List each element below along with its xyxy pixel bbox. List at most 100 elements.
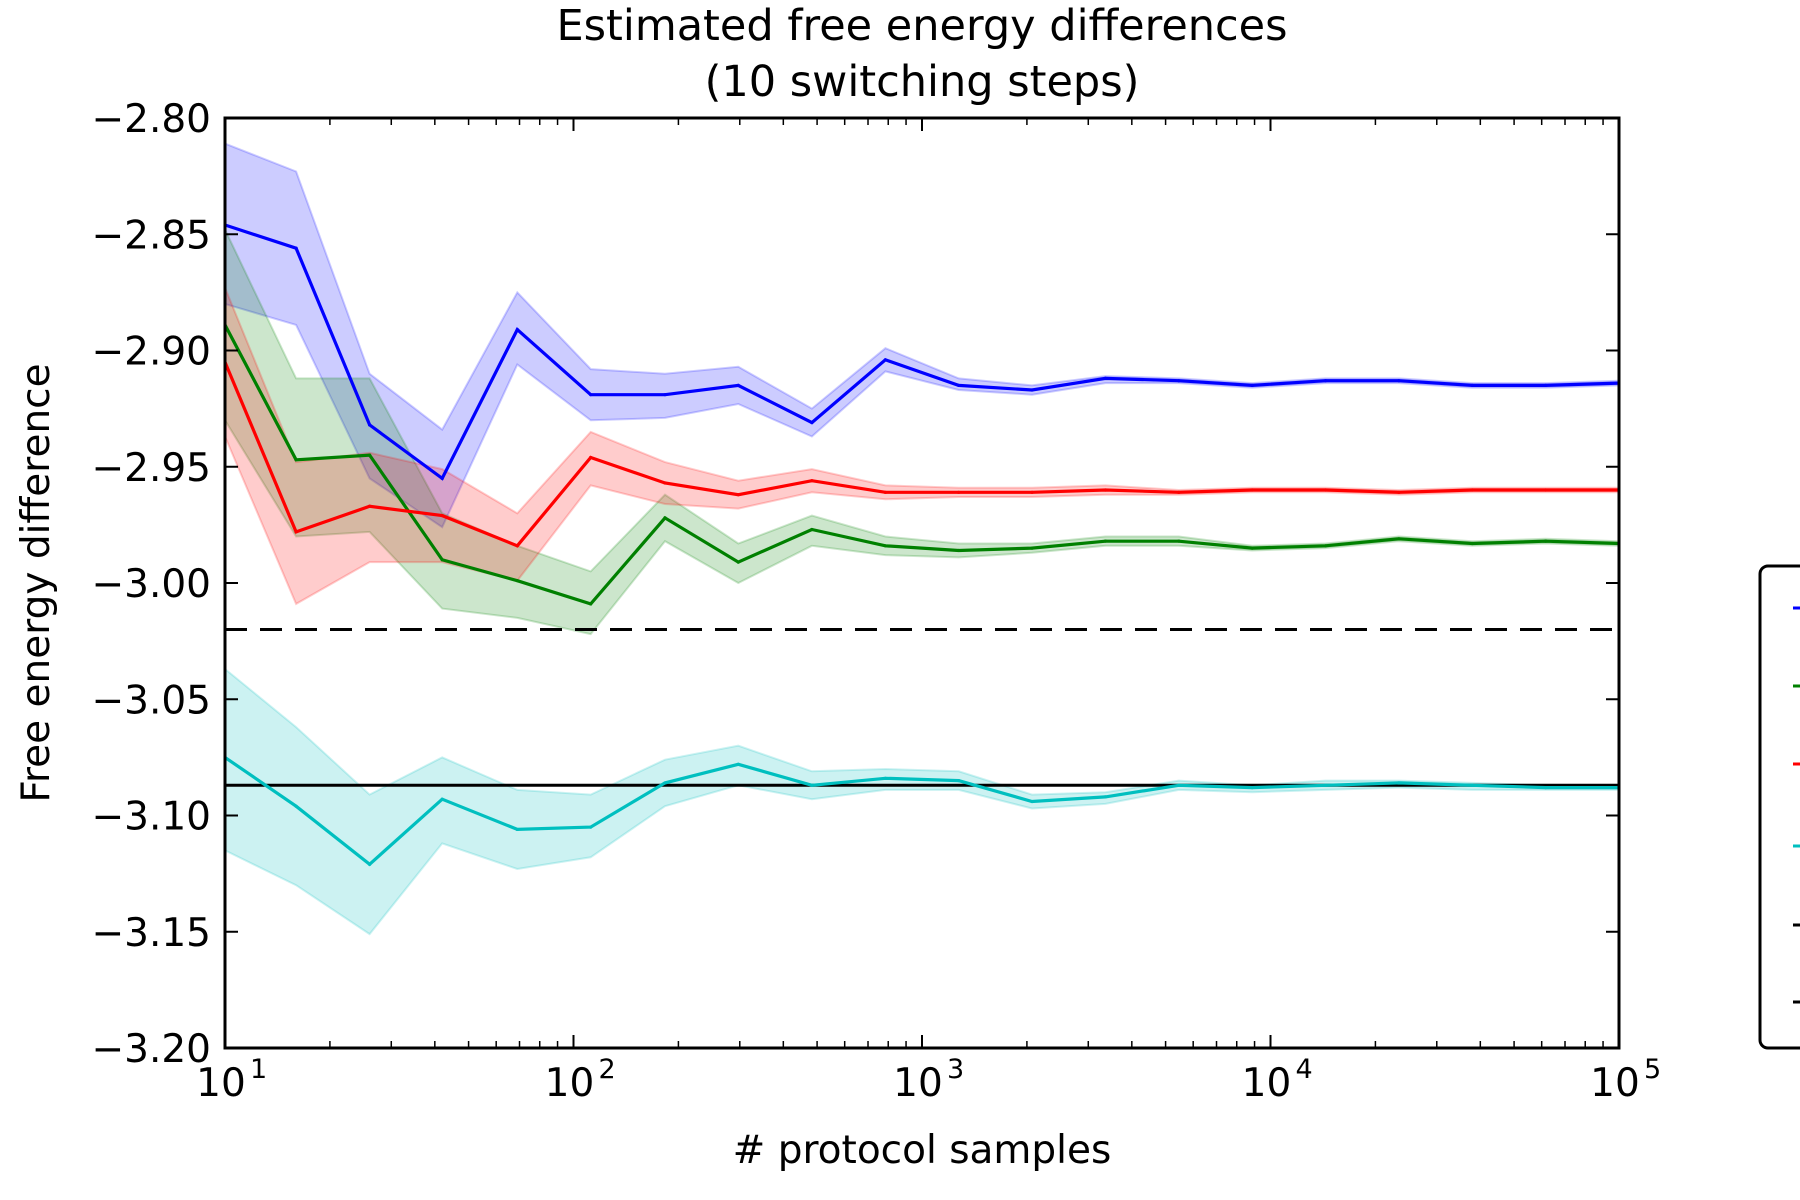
series-3-point	[736, 762, 740, 766]
series-0-point	[810, 420, 814, 425]
series-2-point	[736, 493, 740, 497]
series-0-point	[368, 423, 372, 427]
series-1-point	[1103, 539, 1108, 543]
legend-box	[1758, 564, 1800, 1050]
y-tick-label: −2.90	[91, 330, 211, 375]
series-3-point	[1250, 786, 1254, 790]
series-0-point	[736, 383, 740, 387]
y-tick-label: −3.10	[91, 795, 211, 840]
legend	[1758, 564, 1800, 1050]
x-axis-label: # protocol samples	[733, 1128, 1112, 1173]
series-2-point	[440, 513, 444, 518]
series-0-band	[225, 142, 1619, 529]
series-1-point	[515, 579, 519, 583]
series-2-point	[1177, 490, 1181, 494]
series-2-point	[1323, 488, 1328, 492]
series-1-point	[1177, 539, 1181, 543]
series-2-point	[368, 504, 372, 508]
x-tick-exponent: 4	[1296, 1054, 1313, 1085]
series-3-line	[225, 756, 1619, 867]
series-2-line	[225, 361, 1619, 548]
series-0-point	[883, 358, 887, 362]
series-1-point	[663, 516, 667, 520]
plot-clip-group	[225, 142, 1619, 936]
series-0-point	[1177, 379, 1181, 383]
series-2-band	[225, 287, 1619, 606]
series-0-point	[1397, 379, 1401, 383]
x-tick-exponent: 2	[599, 1054, 616, 1085]
x-tick-label: 10	[545, 1061, 595, 1106]
series-1-point	[1323, 544, 1328, 548]
series-2-point	[810, 479, 814, 483]
series-0-point	[1323, 379, 1328, 383]
series-3-point	[663, 781, 667, 785]
series-0-point	[1103, 376, 1108, 380]
series-2-point	[1544, 488, 1548, 492]
series-0-point	[294, 246, 298, 250]
chart-title: Estimated free energy differences	[556, 1, 1287, 51]
series-0-point	[1470, 383, 1474, 387]
series-3-point	[589, 825, 593, 829]
series-1-point	[1397, 537, 1401, 541]
series-3-point	[515, 827, 519, 832]
series-3-point	[1177, 783, 1181, 787]
series-1-point	[589, 602, 593, 606]
chart-subtitle: (10 switching steps)	[705, 57, 1140, 107]
series-1-band	[225, 229, 1619, 636]
series-1-point	[957, 548, 961, 553]
series-0-point	[589, 393, 593, 397]
series-2-point	[957, 490, 961, 494]
plot-area: −2.80 −2.85 −2.90 −2.95 −3.00 −3.05 −3.10 −3.15…	[91, 97, 1661, 1106]
series-0-point	[1250, 383, 1254, 387]
series-0-point	[1030, 388, 1034, 392]
series-2-point	[589, 455, 593, 460]
series-0-point	[1544, 383, 1548, 387]
series-1-point	[810, 527, 814, 532]
series-0-line	[225, 223, 1619, 481]
series-1-line	[225, 324, 1619, 606]
series-1-point	[1030, 546, 1034, 550]
x-tick-label: 10	[893, 1061, 943, 1106]
series-3-point	[1323, 783, 1328, 787]
series-2-point	[294, 530, 298, 534]
series-0-point	[957, 383, 961, 387]
series-1-point	[294, 458, 298, 462]
series-2-point	[1250, 488, 1254, 492]
x-tick-label: 10	[1590, 1061, 1640, 1106]
x-tick-exponent: 3	[947, 1054, 964, 1085]
series-3-point	[440, 797, 444, 801]
x-tick-label: 10	[196, 1061, 246, 1106]
series-3-point	[1470, 783, 1474, 787]
x-tick-exponent: 1	[250, 1054, 267, 1085]
series-1-point	[883, 544, 887, 548]
series-3-point	[294, 804, 298, 808]
series-1-point	[440, 558, 444, 562]
y-tick-label: −3.00	[91, 562, 211, 607]
series-2-point	[883, 490, 887, 494]
series-1-point	[1250, 546, 1254, 550]
y-tick-label: −2.95	[91, 446, 211, 491]
series-1-point	[1544, 539, 1548, 543]
series-2-point	[1030, 490, 1034, 494]
series-0-point	[515, 327, 519, 332]
y-axis-label: Free energy difference	[14, 363, 59, 802]
series-3-point	[1544, 786, 1548, 790]
series-3-point	[1030, 799, 1034, 804]
series-2-point	[515, 544, 519, 548]
series-3-point	[1397, 781, 1401, 785]
series-3-point	[810, 783, 814, 787]
series-3-point	[1103, 795, 1108, 799]
series-2-point	[663, 481, 667, 485]
x-tick-exponent: 5	[1644, 1054, 1661, 1085]
series-0-point	[440, 476, 444, 480]
y-tick-label: −2.80	[91, 97, 211, 142]
series-3-point	[883, 776, 887, 780]
y-tick-label: −3.05	[91, 678, 211, 723]
series-3-point	[957, 779, 961, 783]
y-tick-label: −3.15	[91, 911, 211, 956]
series-1-point	[368, 453, 372, 457]
plot-frame	[223, 116, 1621, 1050]
series-2-point	[1470, 488, 1474, 492]
